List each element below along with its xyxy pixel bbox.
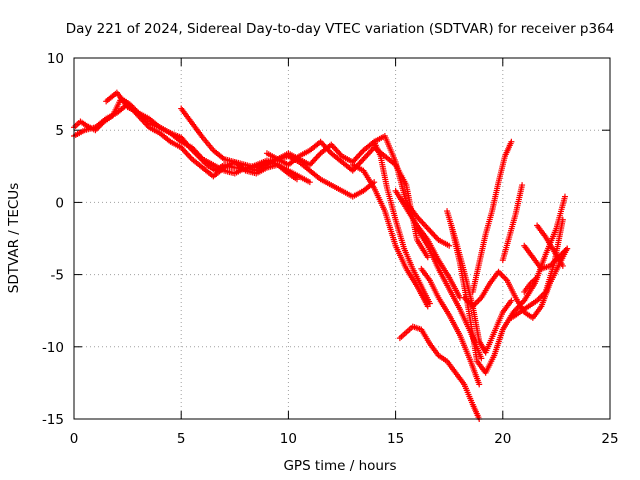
data-point	[424, 254, 431, 261]
plot-frame	[73, 57, 611, 420]
data-point	[478, 355, 485, 362]
data-point	[306, 179, 313, 186]
y-tick-label: -15	[42, 412, 64, 428]
data-point	[446, 242, 453, 249]
y-tick-label: -10	[42, 340, 64, 356]
data-point	[564, 245, 571, 252]
x-tick-label: 20	[494, 431, 511, 447]
series-arc19	[534, 222, 566, 269]
y-tick-label: 0	[55, 195, 64, 211]
data-point	[508, 138, 515, 145]
data-point	[559, 262, 566, 269]
series-arc11	[396, 323, 483, 422]
series-arc7	[371, 138, 433, 307]
x-tick-label: 25	[601, 431, 618, 447]
data-point	[561, 193, 568, 200]
data-point	[476, 381, 483, 388]
x-axis-label: GPS time / hours	[283, 458, 396, 474]
chart-title: Day 221 of 2024, Sidereal Day-to-day VTE…	[66, 21, 615, 37]
y-axis-label: SDTVAR / TECUs	[6, 183, 22, 293]
series-arc14	[469, 138, 515, 295]
series-arc3	[103, 89, 378, 200]
x-tick-label: 15	[387, 431, 404, 447]
data-point	[426, 300, 433, 307]
data-point	[534, 274, 541, 281]
data-points	[71, 89, 571, 422]
series-arc13	[448, 193, 568, 376]
y-tick-label: 10	[47, 51, 64, 67]
x-tick-label: 0	[70, 431, 79, 447]
series-arc17	[499, 182, 526, 264]
series-arc10	[418, 265, 483, 388]
data-point	[559, 216, 566, 223]
x-tick-label: 10	[280, 431, 297, 447]
y-tick-label: -5	[51, 268, 64, 284]
data-point	[508, 297, 515, 304]
series-arc20	[521, 274, 541, 295]
data-point	[519, 182, 526, 189]
y-tick-label: 5	[55, 123, 64, 139]
series-arc6	[349, 161, 431, 310]
x-tick-label: 5	[177, 431, 186, 447]
grid-lines	[74, 58, 610, 419]
